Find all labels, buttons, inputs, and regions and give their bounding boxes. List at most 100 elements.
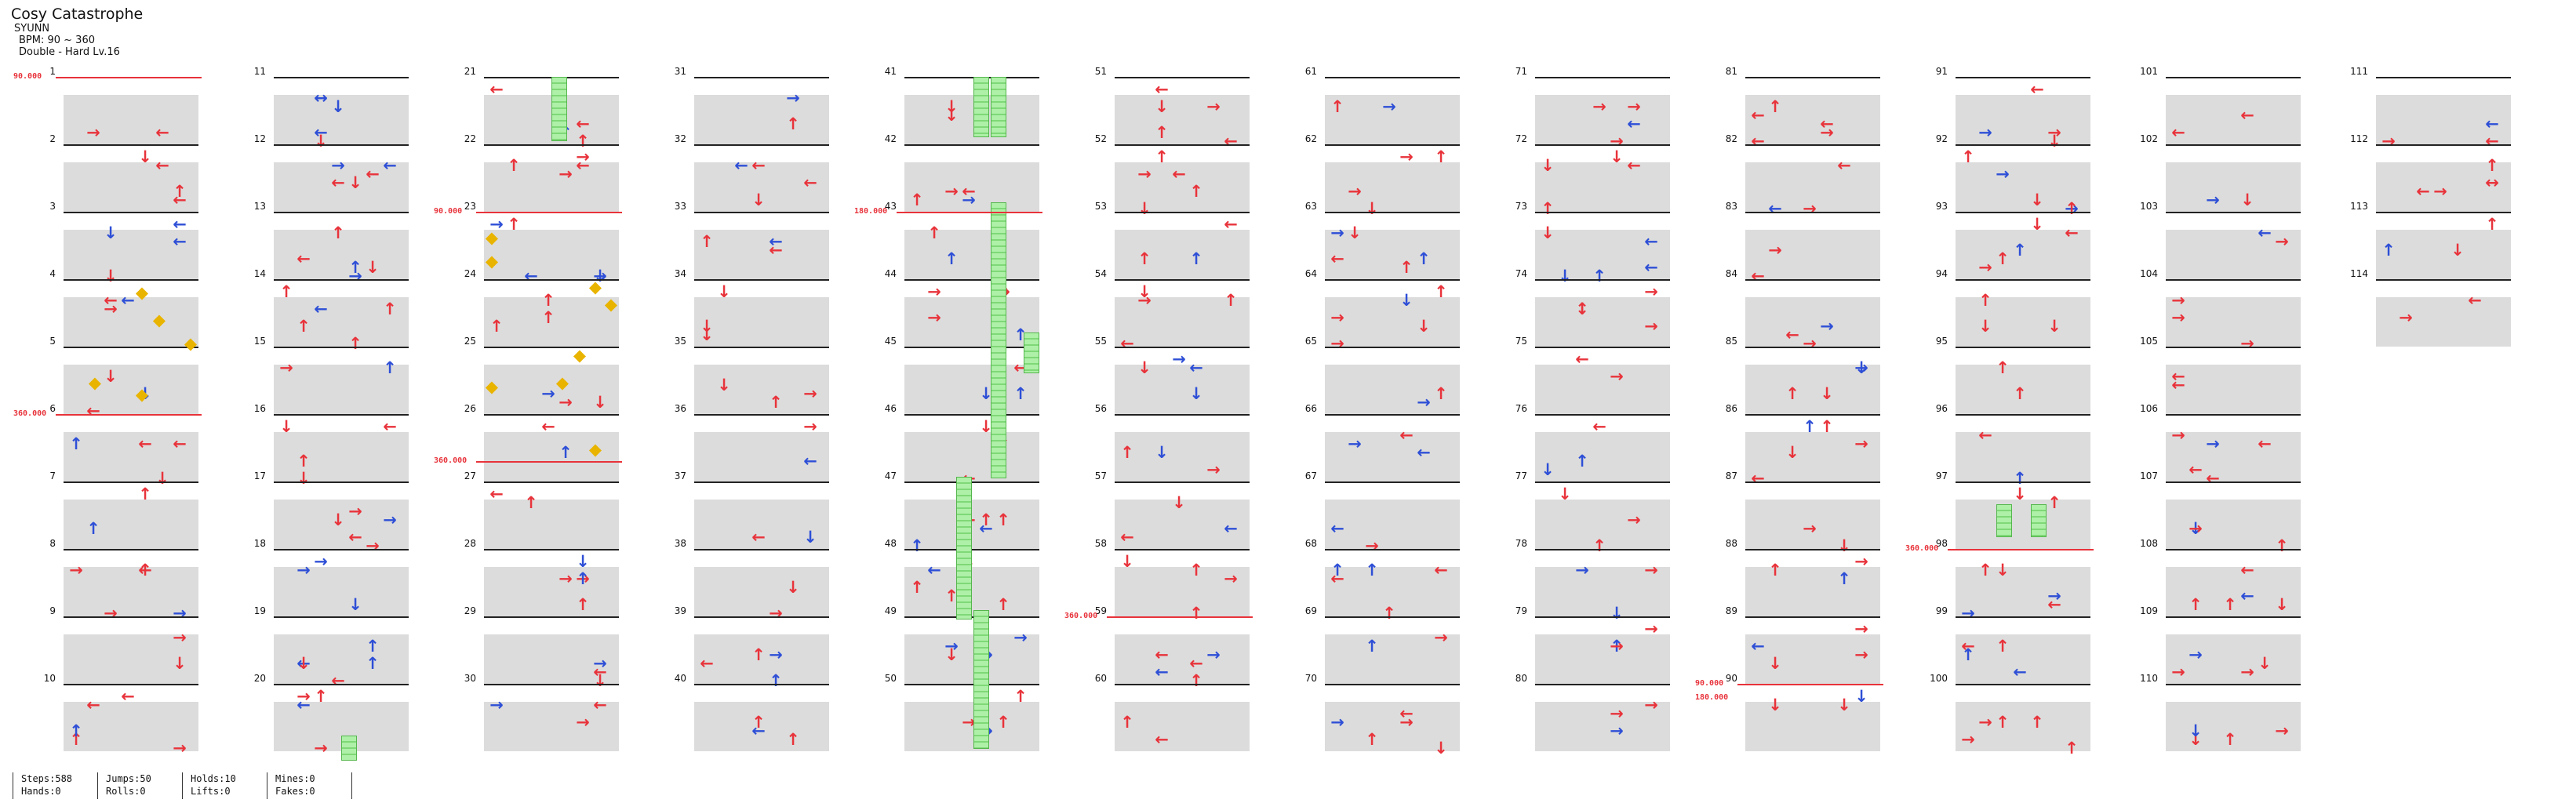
beat-band bbox=[274, 567, 409, 583]
right-arrow-icon: → bbox=[541, 384, 555, 403]
measure-line bbox=[694, 144, 829, 146]
beat-band bbox=[484, 263, 619, 279]
beat-band bbox=[1115, 567, 1250, 583]
beat-band bbox=[2376, 95, 2511, 111]
stats-group-jumps: Jumps:50 Rolls:0 bbox=[97, 772, 151, 799]
mine-icon: ◆ bbox=[604, 295, 618, 314]
measure-61: 61 → ↑ bbox=[1305, 66, 1460, 144]
up-arrow-icon: ↑ bbox=[1434, 282, 1448, 301]
up-arrow-icon: ↑ bbox=[1785, 384, 1799, 403]
measure-number: 57 bbox=[1094, 471, 1107, 481]
beat-band bbox=[1325, 330, 1460, 347]
beat-band bbox=[274, 381, 409, 398]
measure-line bbox=[2376, 77, 2511, 78]
right-arrow-icon: → bbox=[1627, 97, 1641, 116]
beat-band bbox=[1115, 263, 1250, 279]
beat-band bbox=[64, 381, 198, 398]
measure-line bbox=[1535, 77, 1670, 78]
measure-number: 36 bbox=[674, 403, 686, 414]
mine-icon: ◆ bbox=[555, 373, 569, 392]
measure-number: 94 bbox=[1935, 268, 1948, 279]
measure-line bbox=[1115, 684, 1250, 685]
left-arrow-icon: ← bbox=[383, 417, 397, 436]
measure-number: 54 bbox=[1094, 268, 1107, 279]
right-arrow-icon: → bbox=[1978, 258, 1992, 277]
beat-band bbox=[1535, 702, 1670, 718]
measure-line bbox=[1956, 414, 2090, 416]
measure-46: 46←↓↑ bbox=[885, 403, 1039, 487]
up-arrow-icon: ↑ bbox=[1996, 358, 2010, 377]
beat-band bbox=[1745, 195, 1880, 212]
up-arrow-icon: ↑ bbox=[524, 493, 538, 512]
right-arrow-icon: → bbox=[383, 511, 397, 529]
up-arrow-icon: ↑ bbox=[927, 223, 941, 242]
mine-icon: ◆ bbox=[485, 228, 499, 247]
up-arrow-icon: ↑ bbox=[558, 443, 573, 462]
measure-71: 71 → ← → → bbox=[1515, 66, 1670, 150]
beat-band bbox=[1535, 465, 1670, 481]
right-arrow-icon: → bbox=[1610, 721, 1624, 740]
beat-band bbox=[1535, 195, 1670, 212]
stat-holds: Holds:10 bbox=[191, 773, 236, 784]
right-arrow-icon: → bbox=[803, 384, 817, 403]
measure-line bbox=[1956, 279, 2090, 281]
right-arrow-icon: → bbox=[297, 561, 311, 580]
beat-band bbox=[1115, 532, 1250, 549]
beat-band bbox=[484, 651, 619, 667]
beat-band bbox=[2376, 330, 2511, 347]
up-arrow-icon: ↑ bbox=[2013, 384, 2027, 403]
measure-59: 59 → ← ← ← ↑ bbox=[1095, 605, 1250, 689]
beat-band bbox=[1745, 263, 1880, 279]
measure-number: 19 bbox=[253, 605, 266, 616]
beat-band bbox=[1745, 381, 1880, 398]
down-arrow-icon: ↓ bbox=[576, 552, 590, 571]
up-arrow-icon: ↑ bbox=[944, 249, 959, 268]
down-arrow-icon: ↓ bbox=[104, 223, 118, 242]
measure-line bbox=[1535, 684, 1670, 685]
beat-band bbox=[1535, 500, 1670, 516]
right-arrow-icon: → bbox=[1382, 97, 1396, 116]
beat-band bbox=[1325, 432, 1460, 449]
down-arrow-icon: ↓ bbox=[331, 511, 345, 529]
measure-number: 51 bbox=[1094, 66, 1107, 77]
measure-85: 85 ↓ ↓ → ↑ bbox=[1726, 336, 1880, 414]
up-arrow-icon: ↑ bbox=[1820, 417, 1834, 436]
beat-band bbox=[1325, 297, 1460, 314]
measure-27: 27 ↑ ← bbox=[464, 471, 619, 549]
beat-band bbox=[2166, 516, 2301, 532]
right-arrow-icon: → bbox=[1206, 645, 1221, 664]
measure-line bbox=[1535, 549, 1670, 550]
beat-band bbox=[1745, 297, 1880, 314]
beat-band bbox=[694, 246, 829, 263]
measure-111: 111 ← → ← bbox=[2350, 66, 2511, 150]
right-arrow-icon: → bbox=[1330, 308, 1344, 327]
beat-band bbox=[1325, 314, 1460, 330]
beat-band bbox=[274, 111, 409, 128]
measure-number: 13 bbox=[253, 201, 266, 212]
measure-line bbox=[1745, 414, 1880, 416]
measure-line bbox=[1325, 414, 1460, 416]
right-arrow-icon: → bbox=[279, 358, 293, 377]
beat-band bbox=[2166, 667, 2301, 684]
right-arrow-icon: → bbox=[769, 645, 783, 664]
up-arrow-icon: ↑ bbox=[69, 730, 83, 749]
left-arrow-icon: ← bbox=[1189, 358, 1203, 377]
right-arrow-icon: → bbox=[962, 191, 976, 209]
beat-band bbox=[1325, 651, 1460, 667]
beat-band bbox=[1325, 195, 1460, 212]
beat-band bbox=[1115, 297, 1250, 314]
up-arrow-icon: ↑ bbox=[2485, 215, 2499, 234]
left-arrow-icon: ← bbox=[927, 561, 941, 580]
down-arrow-icon: ↓ bbox=[1768, 654, 1782, 673]
down-arrow-icon: ↓ bbox=[751, 191, 766, 209]
measure-number: 48 bbox=[884, 538, 897, 549]
left-arrow-icon: ← bbox=[769, 241, 783, 260]
measure-13: 13 ↑ ← ↓ → ↑ bbox=[254, 201, 409, 285]
beat-band bbox=[1745, 702, 1880, 718]
beat-band bbox=[484, 365, 619, 381]
measure-number: 20 bbox=[253, 673, 266, 684]
measure-88: 88 ↑ ↑ → bbox=[1726, 538, 1880, 616]
measure-number: 73 bbox=[1515, 201, 1527, 212]
left-arrow-icon: ← bbox=[314, 89, 328, 107]
measure-number: 98 bbox=[1935, 538, 1948, 549]
